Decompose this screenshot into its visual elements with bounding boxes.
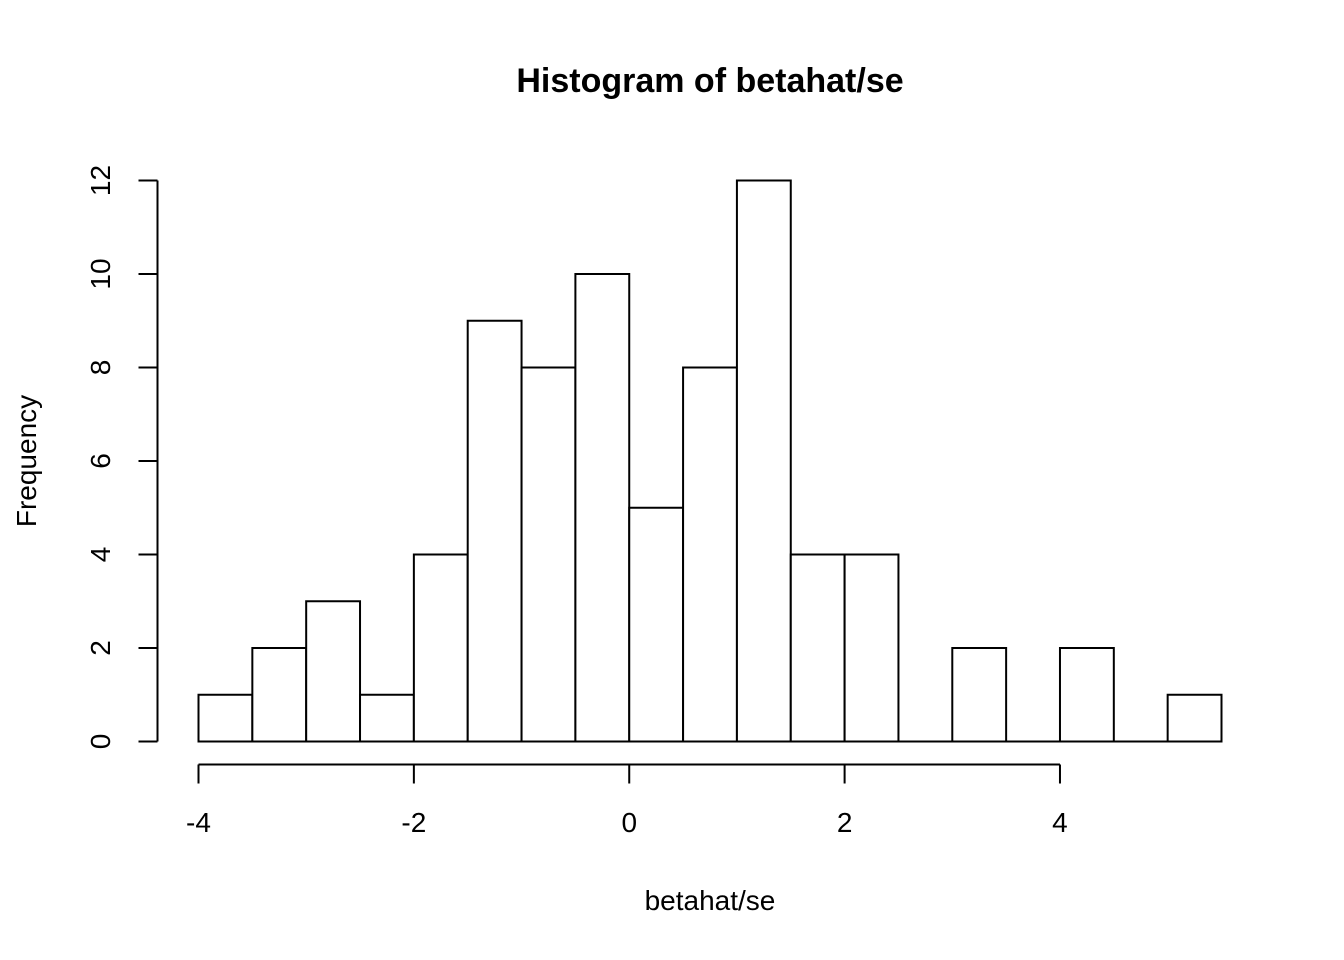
- histogram-bar: [305, 600, 362, 743]
- x-tick-label: 0: [621, 807, 637, 838]
- histogram-bar: [628, 506, 685, 743]
- x-tick-label: -2: [401, 807, 426, 838]
- x-tick-label: 4: [1052, 807, 1068, 838]
- chart-title: Histogram of betahat/se: [516, 62, 903, 100]
- bars-group: [197, 179, 1223, 743]
- histogram-bar: [574, 273, 631, 743]
- x-tick-label: 2: [837, 807, 853, 838]
- y-tick-label: 10: [85, 258, 116, 289]
- histogram-bar: [735, 179, 792, 743]
- histogram-bar: [1058, 647, 1115, 743]
- histogram-bar: [951, 647, 1008, 743]
- y-tick-label: 6: [85, 453, 116, 469]
- histogram-bar: [843, 553, 900, 743]
- y-axis-label: Frequency: [11, 395, 42, 527]
- histogram-bar: [197, 693, 254, 743]
- histogram-bar: [412, 553, 469, 743]
- x-axis: -4 -2 0 2 4: [186, 763, 1068, 838]
- y-tick-label: 8: [85, 360, 116, 376]
- x-axis-label: betahat/se: [645, 885, 776, 916]
- histogram-bar: [520, 366, 577, 743]
- y-axis: 0 2 4 6 8 10 12: [85, 165, 159, 750]
- histogram-bar: [359, 693, 415, 743]
- y-tick-label: 4: [85, 547, 116, 563]
- histogram-bar: [251, 647, 308, 743]
- y-tick-label: 2: [85, 640, 116, 656]
- histogram-bar: [466, 319, 523, 743]
- y-tick-label: 0: [85, 734, 116, 750]
- histogram-bar: [789, 553, 846, 743]
- x-tick-label: -4: [186, 807, 211, 838]
- y-tick-label: 12: [85, 165, 116, 196]
- histogram-bar: [682, 366, 738, 743]
- histogram-bar: [1166, 693, 1223, 743]
